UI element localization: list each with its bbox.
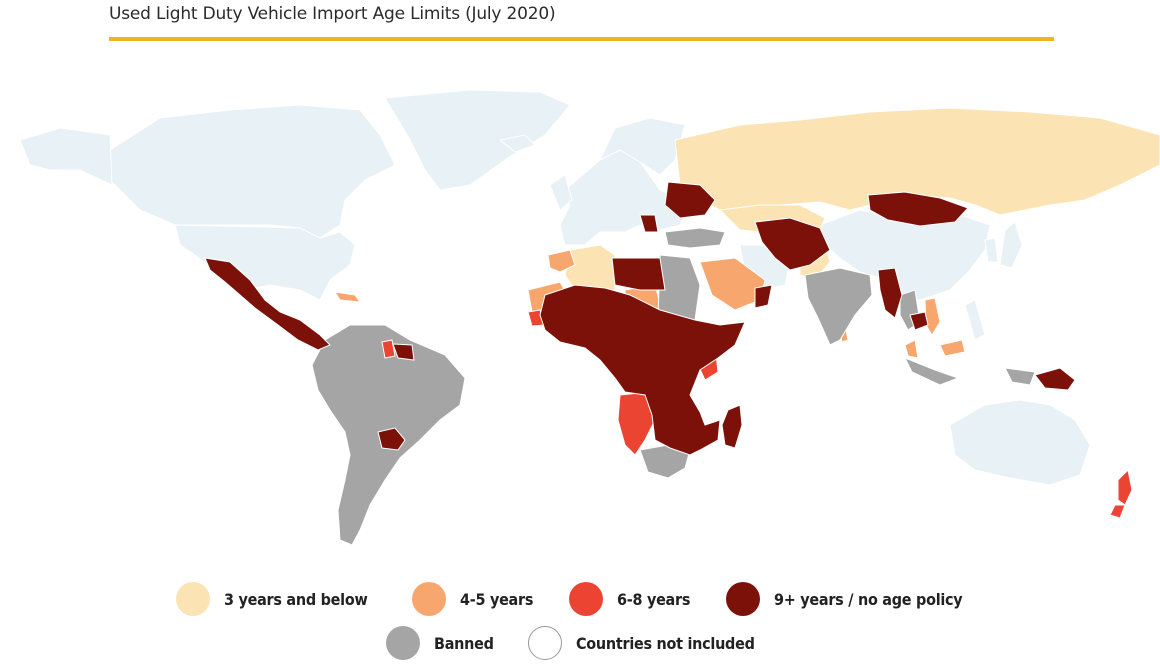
legend-swatch-banned	[385, 626, 420, 660]
region-9-plus-years	[204, 181, 1076, 456]
world-map	[0, 80, 1160, 560]
legend-label: 6-8 years	[617, 589, 691, 609]
legend-label: 4-5 years	[459, 589, 533, 609]
legend-label: Countries not included	[575, 633, 755, 653]
legend-label: 3 years and below	[224, 589, 368, 609]
legend-label: Banned	[433, 633, 494, 653]
legend-label: 9+ years / no age policy	[774, 589, 963, 609]
legend-row-1: 3 years and below 4-5 years 6-8 years 9+…	[0, 582, 1160, 616]
legend-swatch-3-years	[176, 582, 211, 616]
legend-item-banned: Banned	[385, 626, 500, 660]
legend-item-not-included: Countries not included	[527, 626, 774, 660]
chart-title: Used Light Duty Vehicle Import Age Limit…	[109, 4, 556, 24]
legend-swatch-not-included	[527, 626, 562, 660]
legend-swatch-9-plus-years	[726, 582, 761, 616]
region-not-included	[19, 89, 1091, 486]
legend-item-9-plus-years: 9+ years / no age policy	[726, 582, 983, 616]
legend-item-3-years: 3 years and below	[176, 582, 383, 616]
legend-swatch-4-5-years	[411, 582, 446, 616]
legend-row-2: Banned Countries not included	[0, 626, 1160, 660]
legend-item-6-8-years: 6-8 years	[569, 582, 698, 616]
legend-item-4-5-years: 4-5 years	[411, 582, 541, 616]
legend-swatch-6-8-years	[569, 582, 604, 616]
title-underline	[109, 37, 1054, 41]
